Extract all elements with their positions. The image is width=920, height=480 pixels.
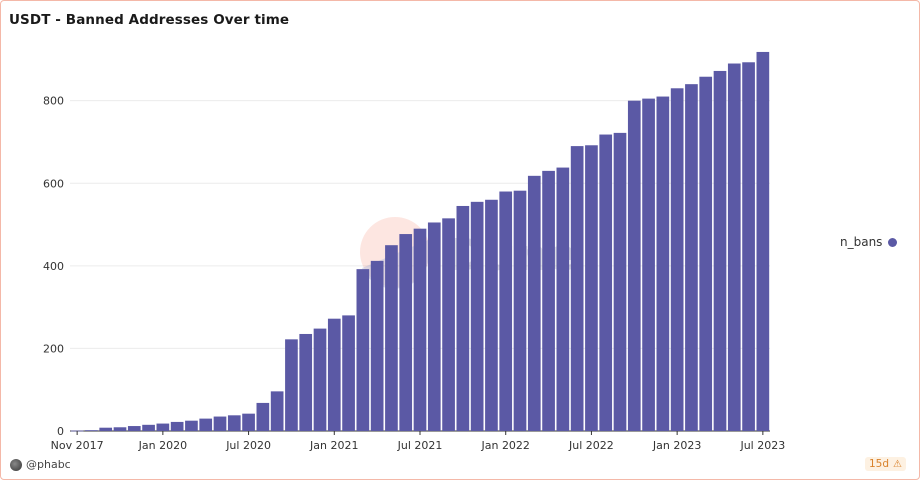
bar[interactable] <box>656 96 670 432</box>
bar[interactable] <box>156 423 170 431</box>
warning-icon: ⚠ <box>893 458 902 470</box>
chart-title: USDT - Banned Addresses Over time <box>9 12 290 28</box>
bar[interactable] <box>485 199 498 431</box>
bar[interactable] <box>742 62 755 431</box>
bar[interactable] <box>327 318 341 431</box>
bar[interactable] <box>285 339 298 431</box>
x-tick-label: Jan 2023 <box>652 439 701 452</box>
bar[interactable] <box>99 427 113 431</box>
bars <box>70 51 770 432</box>
bar[interactable] <box>299 333 313 431</box>
bar[interactable] <box>685 84 698 431</box>
y-tick-label: 800 <box>43 95 64 108</box>
bar[interactable] <box>256 402 270 431</box>
bar[interactable] <box>670 88 684 431</box>
bar[interactable] <box>513 190 527 431</box>
bar[interactable] <box>370 260 384 431</box>
y-tick-label: 600 <box>43 177 64 190</box>
y-tick-label: 200 <box>43 342 64 355</box>
legend-marker <box>888 237 898 247</box>
bar[interactable] <box>213 416 227 431</box>
bar[interactable] <box>613 132 627 431</box>
bar[interactable] <box>270 391 284 431</box>
age-text: 15d <box>869 458 890 470</box>
x-axis: Nov 2017 Jan 2020 Jul 2020 Jan 2021 Jul 2021… <box>51 431 785 452</box>
bar[interactable] <box>627 100 641 432</box>
bar[interactable] <box>556 167 570 431</box>
bar[interactable] <box>85 430 98 431</box>
x-tick-label: Jan 2020 <box>138 439 187 452</box>
bar[interactable] <box>385 245 398 431</box>
bar[interactable] <box>356 269 370 431</box>
bar[interactable] <box>756 51 770 431</box>
bar[interactable] <box>242 413 255 431</box>
bar[interactable] <box>399 234 413 431</box>
bar[interactable] <box>199 418 213 431</box>
bar[interactable] <box>713 70 727 431</box>
author-name: @phabc <box>26 458 71 471</box>
bar[interactable] <box>227 415 241 431</box>
x-tick-label: Jan 2021 <box>309 439 358 452</box>
bar[interactable] <box>699 76 713 431</box>
bar[interactable] <box>142 424 155 431</box>
bar[interactable] <box>342 315 355 431</box>
y-tick-label: 400 <box>43 260 64 273</box>
bar[interactable] <box>599 134 613 432</box>
y-axis: 0 200 400 600 800 <box>43 95 64 438</box>
bar[interactable] <box>499 191 513 431</box>
x-tick-label: Jul 2020 <box>225 439 271 452</box>
x-tick-label: Jul 2023 <box>739 439 785 452</box>
bar[interactable] <box>585 145 598 431</box>
bar[interactable] <box>427 222 441 431</box>
bar[interactable] <box>642 98 655 432</box>
bar[interactable] <box>70 430 84 432</box>
bar[interactable] <box>727 63 741 432</box>
bar[interactable] <box>542 170 555 431</box>
bar[interactable] <box>185 420 198 431</box>
bar[interactable] <box>527 175 541 431</box>
legend-label: n_bans <box>840 235 883 249</box>
bar[interactable] <box>113 427 127 431</box>
bar[interactable] <box>170 421 184 431</box>
x-tick-label: Jul 2022 <box>568 439 614 452</box>
x-tick-label: Jul 2021 <box>397 439 443 452</box>
author-link[interactable]: @phabc <box>10 458 71 471</box>
bar[interactable] <box>456 205 470 431</box>
bar[interactable] <box>470 201 484 431</box>
bar[interactable] <box>442 218 455 431</box>
freshness-badge[interactable]: 15d ⚠ <box>865 457 906 471</box>
watermark-text: Dune <box>448 230 577 281</box>
y-tick-label: 0 <box>57 425 64 438</box>
bar[interactable] <box>413 228 427 431</box>
legend[interactable]: n_bans <box>840 235 898 249</box>
avatar <box>10 458 22 471</box>
bar[interactable] <box>570 146 584 431</box>
bar[interactable] <box>127 426 141 431</box>
x-tick-label: Jan 2022 <box>480 439 529 452</box>
bar[interactable] <box>313 328 327 431</box>
x-tick-label: Nov 2017 <box>51 439 104 452</box>
